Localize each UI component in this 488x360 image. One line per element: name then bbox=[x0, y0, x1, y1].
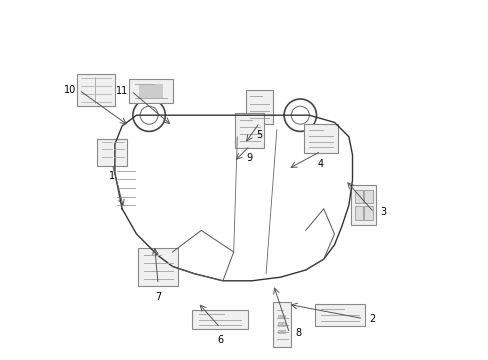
Bar bbox=[364, 190, 372, 203]
Text: 8: 8 bbox=[295, 328, 301, 338]
Text: 2: 2 bbox=[368, 314, 375, 324]
Bar bbox=[277, 315, 280, 318]
FancyBboxPatch shape bbox=[97, 139, 127, 166]
Polygon shape bbox=[115, 162, 136, 209]
Bar bbox=[282, 315, 285, 318]
FancyBboxPatch shape bbox=[235, 113, 264, 148]
Text: 9: 9 bbox=[246, 153, 252, 163]
Text: 6: 6 bbox=[217, 335, 223, 345]
Bar bbox=[282, 323, 285, 326]
FancyBboxPatch shape bbox=[350, 185, 375, 225]
Bar bbox=[277, 323, 280, 326]
Text: 1: 1 bbox=[109, 171, 115, 181]
Text: 11: 11 bbox=[116, 86, 128, 96]
Bar bbox=[354, 206, 362, 220]
FancyBboxPatch shape bbox=[303, 124, 337, 153]
FancyBboxPatch shape bbox=[129, 79, 172, 103]
Bar bbox=[354, 190, 362, 203]
Text: 3: 3 bbox=[379, 207, 386, 217]
Bar bbox=[139, 84, 163, 98]
FancyBboxPatch shape bbox=[77, 74, 115, 106]
Bar bbox=[282, 330, 285, 333]
Text: 10: 10 bbox=[63, 85, 76, 95]
FancyBboxPatch shape bbox=[246, 90, 273, 124]
Bar bbox=[277, 330, 280, 333]
Bar bbox=[364, 206, 372, 220]
FancyBboxPatch shape bbox=[273, 302, 291, 347]
Text: 5: 5 bbox=[256, 130, 263, 140]
Text: 4: 4 bbox=[317, 159, 324, 169]
FancyBboxPatch shape bbox=[138, 248, 178, 286]
FancyBboxPatch shape bbox=[314, 304, 365, 326]
Text: 7: 7 bbox=[155, 292, 161, 302]
FancyBboxPatch shape bbox=[192, 310, 247, 329]
